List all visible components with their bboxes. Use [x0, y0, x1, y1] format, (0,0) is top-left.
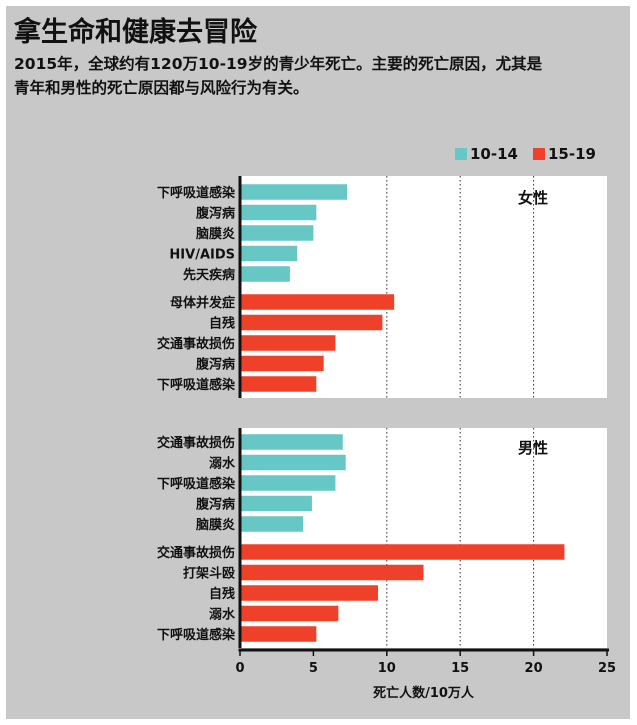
category-label: 溺水 [209, 456, 236, 472]
category-label: 溺水 [209, 607, 236, 623]
bar [240, 245, 298, 262]
x-tick-label: 25 [598, 661, 616, 676]
category-label: 下呼吸道感染 [157, 476, 236, 492]
category-label: 交通事故损伤 [157, 545, 235, 561]
bar [240, 564, 424, 581]
panel-label: 女性 [518, 189, 548, 207]
legend-label: 15-19 [548, 145, 596, 163]
category-label: 脑膜炎 [196, 226, 235, 242]
category-label: 脑膜炎 [196, 517, 235, 533]
category-label: 打架斗殴 [183, 566, 236, 582]
category-label: 自残 [209, 316, 235, 332]
bar [240, 184, 348, 200]
subtitle-line-2: 青年和男性的死亡原因都与风险行为有关。 [14, 79, 309, 97]
bar [240, 266, 290, 282]
bar [240, 626, 317, 642]
chart-title: 拿生命和健康去冒险 [14, 17, 257, 48]
bar [240, 475, 336, 491]
category-label: 下呼吸道感染 [157, 627, 236, 643]
bar [240, 335, 336, 351]
category-label: 自残 [209, 586, 235, 602]
chart-subtitle: 2015年，全球约有120万10-19岁的青少年死亡。主要的死亡原因，尤其是 青… [14, 52, 614, 100]
category-label: 交通事故损伤 [157, 435, 235, 451]
bar [240, 454, 346, 471]
bar [240, 544, 565, 560]
category-label: 腹泻病 [196, 497, 235, 513]
category-label: 腹泻病 [196, 357, 235, 373]
x-tick-label: 10 [378, 661, 396, 676]
x-tick-label: 0 [235, 661, 244, 676]
bar [240, 225, 314, 241]
bar [240, 355, 324, 372]
category-label: 交通事故损伤 [157, 336, 235, 352]
bar [240, 204, 317, 221]
bar [240, 516, 304, 532]
legend-label: 10-14 [470, 145, 518, 163]
category-label: HIV/AIDS [169, 248, 235, 263]
subtitle-line-1: 2015年，全球约有120万10-19岁的青少年死亡。主要的死亡原因，尤其是 [14, 55, 543, 73]
category-label: 腹泻病 [196, 206, 235, 222]
bar [240, 294, 395, 310]
bar [240, 314, 383, 331]
legend-swatch [533, 148, 545, 160]
bar [240, 585, 378, 601]
x-axis-label: 死亡人数/10万人 [373, 685, 475, 701]
x-tick-label: 15 [451, 661, 469, 676]
x-tick-label: 5 [309, 661, 318, 676]
category-label: 下呼吸道感染 [157, 185, 236, 201]
bar [240, 376, 317, 392]
category-label: 母体并发症 [170, 295, 235, 311]
panel-label: 男性 [518, 439, 548, 457]
category-label: 先天疾病 [183, 267, 235, 283]
legend-swatch [455, 148, 467, 160]
bar [240, 495, 312, 512]
bar [240, 605, 339, 622]
bar [240, 434, 343, 450]
category-label: 下呼吸道感染 [157, 377, 236, 393]
x-tick-label: 20 [525, 661, 543, 676]
